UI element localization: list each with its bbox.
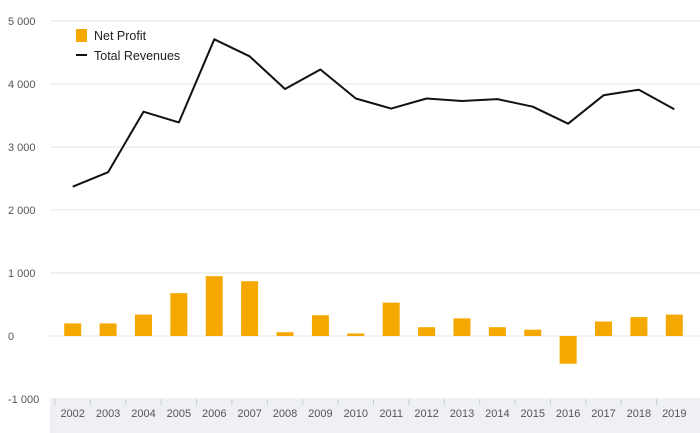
x-tick-label: 2004 [131, 408, 155, 420]
net-profit-bar [524, 329, 542, 336]
net-profit-bar [99, 323, 117, 336]
y-tick-label: 0 [8, 331, 14, 343]
net-profit-bar [382, 302, 400, 336]
x-tick-label: 2011 [379, 408, 403, 420]
net-profit-bar [205, 276, 223, 336]
x-tick-label: 2015 [521, 408, 545, 420]
x-tick-label: 2017 [591, 408, 615, 420]
x-tick-label: 2009 [308, 408, 332, 420]
net-profit-bar [241, 281, 259, 336]
y-tick-label: 2 000 [8, 205, 36, 217]
y-tick-label: 4 000 [8, 79, 36, 91]
net-profit-bar [665, 314, 683, 336]
x-tick-label: 2005 [167, 408, 191, 420]
net-profit-bar [64, 323, 82, 336]
gridlines [50, 20, 700, 400]
x-tick-label: 2003 [96, 408, 120, 420]
x-tick-label: 2010 [344, 408, 368, 420]
net-profit-bar [170, 293, 188, 336]
x-tick-label: 2006 [202, 408, 226, 420]
legend-label-total-revenues: Total Revenues [94, 49, 180, 63]
total-revenues-line [72, 38, 675, 188]
net-profit-bar [347, 333, 365, 336]
x-axis-labels: 2002 2003 2004 2005 2006 2007 2008 2009 2010 2011… [54, 399, 687, 420]
net-profit-bar [311, 315, 329, 336]
net-profit-bar [134, 314, 152, 336]
y-tick-label: 3 000 [8, 142, 36, 154]
x-tick-label: 2013 [450, 408, 474, 420]
x-tick-label: 2002 [60, 408, 84, 420]
net-profit-bar [630, 317, 648, 336]
net-profit-bar [488, 327, 506, 336]
y-tick-label: 1 000 [8, 268, 36, 280]
net-profit-bars [64, 276, 683, 364]
x-tick-label: 2012 [414, 408, 438, 420]
x-axis-band [50, 399, 700, 433]
x-tick-label: 2019 [662, 408, 686, 420]
y-tick-label: -1 000 [8, 394, 39, 406]
net-profit-bar [276, 332, 294, 336]
legend: Net Profit Total Revenues [76, 29, 180, 63]
x-tick-label: 2016 [556, 408, 580, 420]
x-tick-label: 2007 [237, 408, 261, 420]
net-profit-bar [595, 321, 613, 336]
x-tick-label: 2018 [627, 408, 651, 420]
x-tick-label: 2008 [273, 408, 297, 420]
legend-label-net-profit: Net Profit [94, 29, 147, 43]
net-profit-bar [559, 336, 577, 364]
y-tick-label: 5 000 [8, 16, 36, 28]
net-profit-bar [453, 318, 471, 336]
x-tick-label: 2014 [485, 408, 509, 420]
y-axis-labels: -1 000 0 1 000 2 000 3 000 4 000 5 000 [8, 16, 39, 406]
net-profit-bar [418, 327, 436, 336]
legend-swatch-net-profit [76, 29, 87, 42]
